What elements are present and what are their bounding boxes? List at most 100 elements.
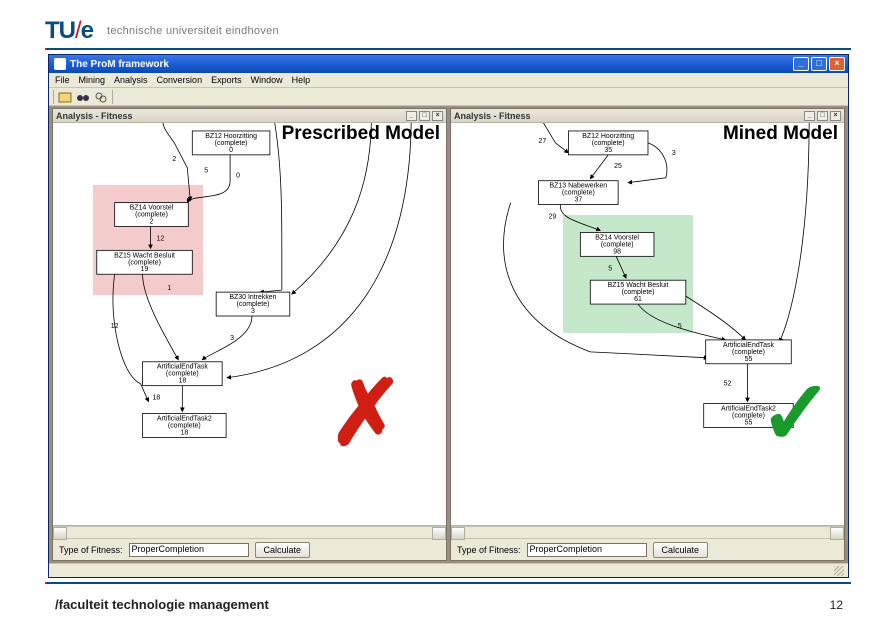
cross-mark: ✗ xyxy=(329,369,404,459)
model-label-right: Mined Model xyxy=(723,123,838,145)
close-button[interactable]: × xyxy=(829,57,845,71)
svg-text:(complete): (complete) xyxy=(168,422,201,429)
gears-icon[interactable] xyxy=(94,90,108,104)
menu-analysis[interactable]: Analysis xyxy=(114,75,148,85)
pane-min-right[interactable]: _ xyxy=(804,111,815,121)
pane-max-left[interactable]: □ xyxy=(419,111,430,121)
status-bar xyxy=(49,563,848,577)
svg-text:12: 12 xyxy=(111,323,119,330)
petri-net-left: 20125112318BZ12 Hoorzitting(complete)0BZ… xyxy=(53,123,446,525)
svg-text:55: 55 xyxy=(745,419,753,426)
window-title: The ProM framework xyxy=(70,59,169,70)
minimize-button[interactable]: _ xyxy=(793,57,809,71)
svg-text:29: 29 xyxy=(549,214,557,221)
model-label-left: Prescribed Model xyxy=(282,123,440,145)
slide-header: TU/e technische universiteit eindhoven xyxy=(45,14,851,48)
binoculars-icon[interactable] xyxy=(76,90,90,104)
svg-text:5: 5 xyxy=(678,323,682,330)
svg-text:27: 27 xyxy=(539,138,547,145)
pane-titlebar-left[interactable]: Analysis - Fitness _ □ × xyxy=(53,109,446,123)
svg-text:(complete): (complete) xyxy=(601,241,634,248)
svg-text:25: 25 xyxy=(614,163,622,170)
svg-text:98: 98 xyxy=(613,248,621,255)
open-log-icon[interactable] xyxy=(58,90,72,104)
svg-text:(complete): (complete) xyxy=(732,349,765,356)
svg-text:BZ12 Hoorzitting: BZ12 Hoorzitting xyxy=(582,133,634,140)
petri-net-right: 27253295552BZ12 Hoorzitting(complete)35B… xyxy=(451,123,844,525)
svg-text:12: 12 xyxy=(156,235,164,242)
mdi-body: Analysis - Fitness _ □ × Prescribed Mode… xyxy=(49,106,848,563)
menu-mining[interactable]: Mining xyxy=(79,75,106,85)
svg-text:ArtificialEndTask: ArtificialEndTask xyxy=(157,364,209,371)
pane-title-right: Analysis - Fitness xyxy=(454,111,531,121)
svg-text:18: 18 xyxy=(180,429,188,436)
diagram-area-right[interactable]: Mined Model 27253295552BZ12 Hoorzitting(… xyxy=(451,123,844,526)
svg-text:0: 0 xyxy=(229,147,233,154)
svg-text:(complete): (complete) xyxy=(215,140,248,147)
svg-text:3: 3 xyxy=(672,150,676,157)
svg-text:2: 2 xyxy=(150,218,154,225)
app-icon xyxy=(54,58,66,70)
pane-footer-right: Type of Fitness: ProperCompletion Calcul… xyxy=(451,538,844,560)
svg-text:BZ30 Intrekken: BZ30 Intrekken xyxy=(229,294,276,301)
svg-text:BZ13 Nabewerken: BZ13 Nabewerken xyxy=(550,183,608,190)
svg-text:(complete): (complete) xyxy=(562,190,595,197)
check-mark: ✓ xyxy=(759,369,834,459)
pane-close-right[interactable]: × xyxy=(830,111,841,121)
scrollbar-left[interactable] xyxy=(53,526,446,538)
menu-file[interactable]: File xyxy=(55,75,70,85)
window-buttons: _ □ × xyxy=(793,57,845,71)
resize-grip-icon[interactable] xyxy=(834,566,844,576)
calculate-button-left[interactable]: Calculate xyxy=(255,542,311,558)
svg-text:0: 0 xyxy=(236,173,240,180)
menu-help[interactable]: Help xyxy=(292,75,311,85)
svg-text:61: 61 xyxy=(634,296,642,303)
svg-text:19: 19 xyxy=(141,266,149,273)
svg-text:2: 2 xyxy=(172,156,176,163)
university-name: technische universiteit eindhoven xyxy=(107,25,279,37)
svg-text:3: 3 xyxy=(251,308,255,315)
diagram-area-left[interactable]: Prescribed Model 20125112318BZ12 Hoorzit… xyxy=(53,123,446,526)
fitness-select-left[interactable]: ProperCompletion xyxy=(129,543,249,557)
svg-text:1: 1 xyxy=(167,285,171,292)
svg-text:(complete): (complete) xyxy=(622,289,655,296)
calculate-button-right[interactable]: Calculate xyxy=(653,542,709,558)
toolbar xyxy=(49,88,848,106)
svg-text:ArtificialEndTask: ArtificialEndTask xyxy=(723,342,775,349)
pane-title-left: Analysis - Fitness xyxy=(56,111,133,121)
scrollbar-right[interactable] xyxy=(451,526,844,538)
svg-text:18: 18 xyxy=(152,395,160,402)
svg-text:35: 35 xyxy=(604,147,612,154)
maximize-button[interactable]: □ xyxy=(811,57,827,71)
menu-bar: File Mining Analysis Conversion Exports … xyxy=(49,73,848,88)
svg-text:52: 52 xyxy=(724,381,732,388)
svg-text:(complete): (complete) xyxy=(135,212,168,219)
fitness-label-left: Type of Fitness: xyxy=(59,545,123,555)
pane-close-left[interactable]: × xyxy=(432,111,443,121)
svg-text:(complete): (complete) xyxy=(237,301,270,308)
slide-bottom-rule xyxy=(45,582,851,584)
analysis-pane-left: Analysis - Fitness _ □ × Prescribed Mode… xyxy=(52,108,447,561)
svg-text:BZ12 Hoorzitting: BZ12 Hoorzitting xyxy=(205,133,257,140)
svg-text:3: 3 xyxy=(230,335,234,342)
svg-text:BZ14 Voorstel: BZ14 Voorstel xyxy=(595,234,639,241)
menu-exports[interactable]: Exports xyxy=(211,75,242,85)
svg-text:55: 55 xyxy=(745,356,753,363)
menu-window[interactable]: Window xyxy=(251,75,283,85)
window-titlebar[interactable]: The ProM framework _ □ × xyxy=(49,55,848,73)
fitness-label-right: Type of Fitness: xyxy=(457,545,521,555)
pane-titlebar-right[interactable]: Analysis - Fitness _ □ × xyxy=(451,109,844,123)
fitness-select-right[interactable]: ProperCompletion xyxy=(527,543,647,557)
menu-conversion[interactable]: Conversion xyxy=(157,75,203,85)
svg-text:BZ15 Wacht Besluit: BZ15 Wacht Besluit xyxy=(608,282,669,289)
svg-text:37: 37 xyxy=(574,197,582,204)
page-number: 12 xyxy=(830,598,843,612)
analysis-pane-right: Analysis - Fitness _ □ × Mined Model 27 2… xyxy=(450,108,845,561)
pane-min-left[interactable]: _ xyxy=(406,111,417,121)
svg-text:BZ15 Wacht Besluit: BZ15 Wacht Besluit xyxy=(114,252,175,259)
svg-text:5: 5 xyxy=(608,265,612,272)
svg-text:(complete): (complete) xyxy=(592,140,625,147)
svg-text:18: 18 xyxy=(178,378,186,385)
pane-footer-left: Type of Fitness: ProperCompletion Calcul… xyxy=(53,538,446,560)
pane-max-right[interactable]: □ xyxy=(817,111,828,121)
